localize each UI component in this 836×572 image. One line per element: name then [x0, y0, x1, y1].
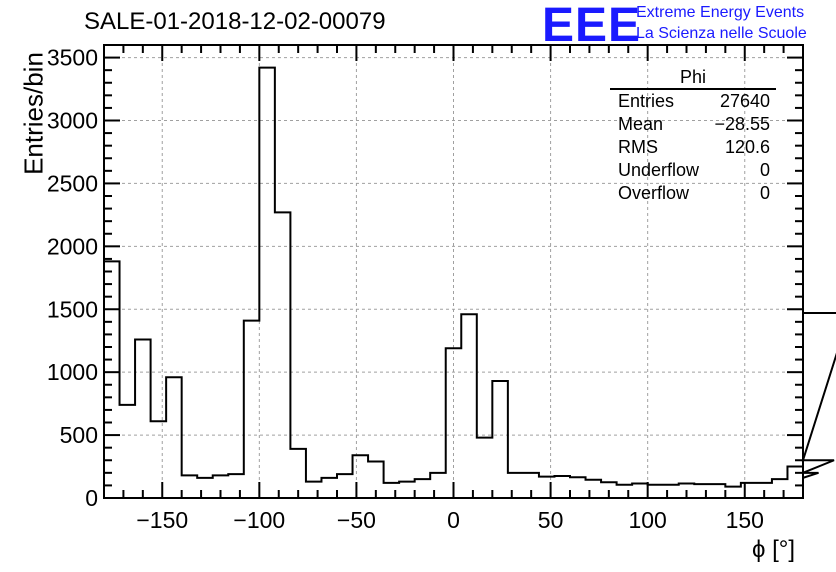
- y-tick-label: 500: [60, 422, 98, 448]
- logo-line-2: La Scienza nelle Scuole: [636, 25, 807, 42]
- histogram-bin: [228, 474, 244, 498]
- stats-label: Entries: [618, 91, 675, 111]
- histogram-bin: [135, 339, 151, 498]
- histogram-bin: [120, 405, 136, 498]
- stats-label: Mean: [618, 114, 664, 134]
- stats-row-mean: Mean −28.55: [610, 113, 776, 136]
- y-tick-label: 3000: [47, 108, 98, 134]
- histogram-bin: [446, 348, 462, 498]
- histogram-bin: [554, 476, 570, 498]
- stats-value: 0: [759, 183, 770, 203]
- histogram-bin: [151, 421, 167, 498]
- histogram-bin: [710, 484, 726, 498]
- histogram-bin: [617, 485, 633, 498]
- histogram-bin: [430, 473, 446, 498]
- histogram-bin: [415, 479, 431, 498]
- histogram-bin: [182, 475, 198, 498]
- histogram-bars: [104, 66, 836, 498]
- histogram-bin: [725, 487, 741, 498]
- x-tick-label: −50: [337, 507, 376, 533]
- stats-row-overflow: Overflow 0: [610, 182, 776, 205]
- stats-title: Phi: [610, 66, 776, 90]
- x-tick-label: 50: [538, 507, 564, 533]
- axes: [103, 44, 804, 499]
- histogram-bin: [632, 484, 648, 498]
- stats-row-underflow: Underflow 0: [610, 159, 776, 182]
- histogram-bin: [741, 483, 757, 498]
- histogram-bin: [663, 485, 679, 498]
- histogram-bin: [508, 473, 524, 498]
- stats-value: 120.6: [724, 137, 770, 157]
- x-tick-label: 0: [447, 507, 460, 533]
- histogram-bin: [337, 474, 353, 498]
- stats-value: 27640: [719, 91, 770, 111]
- histogram-bin: [197, 478, 213, 498]
- histogram-bin: [353, 455, 369, 498]
- eee-logo: EEE: [542, 0, 642, 52]
- histogram-bin: [275, 212, 291, 498]
- histogram-bin: [648, 485, 664, 498]
- histogram-bin: [694, 484, 710, 498]
- x-tick-label: 150: [726, 507, 764, 533]
- x-axis-label: ϕ [°]: [752, 536, 796, 563]
- grid-lines: [104, 45, 803, 498]
- chart-title: SALE-01-2018-12-02-00079: [84, 8, 386, 35]
- y-tick-label: 3500: [47, 45, 98, 71]
- histogram-bin: [477, 438, 493, 498]
- x-tick-label: −150: [136, 507, 188, 533]
- y-tick-label: 2000: [47, 233, 98, 259]
- histogram-outline: [104, 66, 836, 488]
- logo-line-1: Extreme Energy Events: [636, 4, 805, 21]
- x-tick-label: 100: [628, 507, 666, 533]
- stats-label: RMS: [618, 137, 658, 157]
- y-tick-label: 0: [85, 485, 98, 511]
- histogram-bin: [306, 482, 322, 498]
- y-axis-label: Entries/bin: [18, 52, 49, 175]
- y-tick-label: 1000: [47, 359, 98, 385]
- histogram-bin: [384, 483, 400, 498]
- y-tick-label: 2500: [47, 170, 98, 196]
- y-tick-label: 1500: [47, 296, 98, 322]
- stats-label: Underflow: [618, 160, 700, 180]
- stats-row-rms: RMS 120.6: [610, 136, 776, 159]
- histogram-bin: [539, 477, 555, 498]
- histogram-bin: [244, 321, 260, 498]
- x-tick-label: −100: [233, 507, 285, 533]
- histogram-bin: [461, 314, 477, 498]
- histogram-bin: [787, 467, 803, 498]
- histogram-bin: [772, 479, 788, 498]
- histogram-bin: [570, 477, 586, 498]
- stats-box: Phi Entries 27640 Mean −28.55 RMS 120.6 …: [610, 66, 776, 205]
- stats-row-entries: Entries 27640: [610, 90, 776, 113]
- histogram-bin: [321, 478, 337, 498]
- histogram-bin: [586, 480, 602, 498]
- histogram-bin: [492, 381, 508, 498]
- histogram-bin: [166, 377, 182, 498]
- stats-value: 0: [759, 160, 770, 180]
- histogram-bin: [399, 482, 415, 498]
- histogram-bin: [259, 68, 275, 498]
- stats-label: Overflow: [618, 183, 690, 203]
- tick-labels: −150 −100 −50 0 50 100 15005001000150020002500…: [47, 45, 764, 533]
- stats-value: −28.55: [714, 114, 770, 134]
